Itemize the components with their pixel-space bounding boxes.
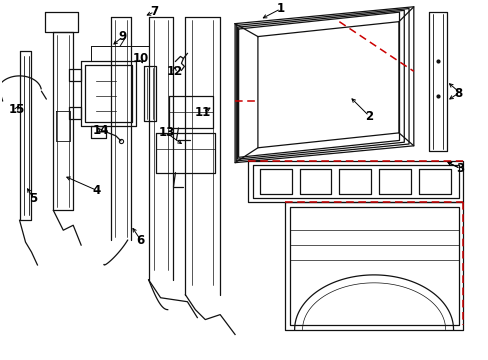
Text: 7: 7 [150, 5, 159, 18]
Text: 2: 2 [365, 109, 372, 122]
Text: 8: 8 [453, 87, 462, 100]
Text: 3: 3 [455, 162, 464, 175]
Text: 1: 1 [276, 2, 284, 15]
Text: 14: 14 [93, 125, 109, 138]
Text: 10: 10 [132, 52, 148, 65]
Text: 9: 9 [119, 30, 127, 43]
Text: 4: 4 [93, 184, 101, 197]
Text: 11: 11 [195, 105, 211, 118]
Text: 15: 15 [8, 103, 25, 116]
Text: 6: 6 [136, 234, 144, 247]
Text: 12: 12 [166, 65, 182, 78]
Text: 5: 5 [29, 192, 38, 205]
Text: 13: 13 [158, 126, 174, 139]
